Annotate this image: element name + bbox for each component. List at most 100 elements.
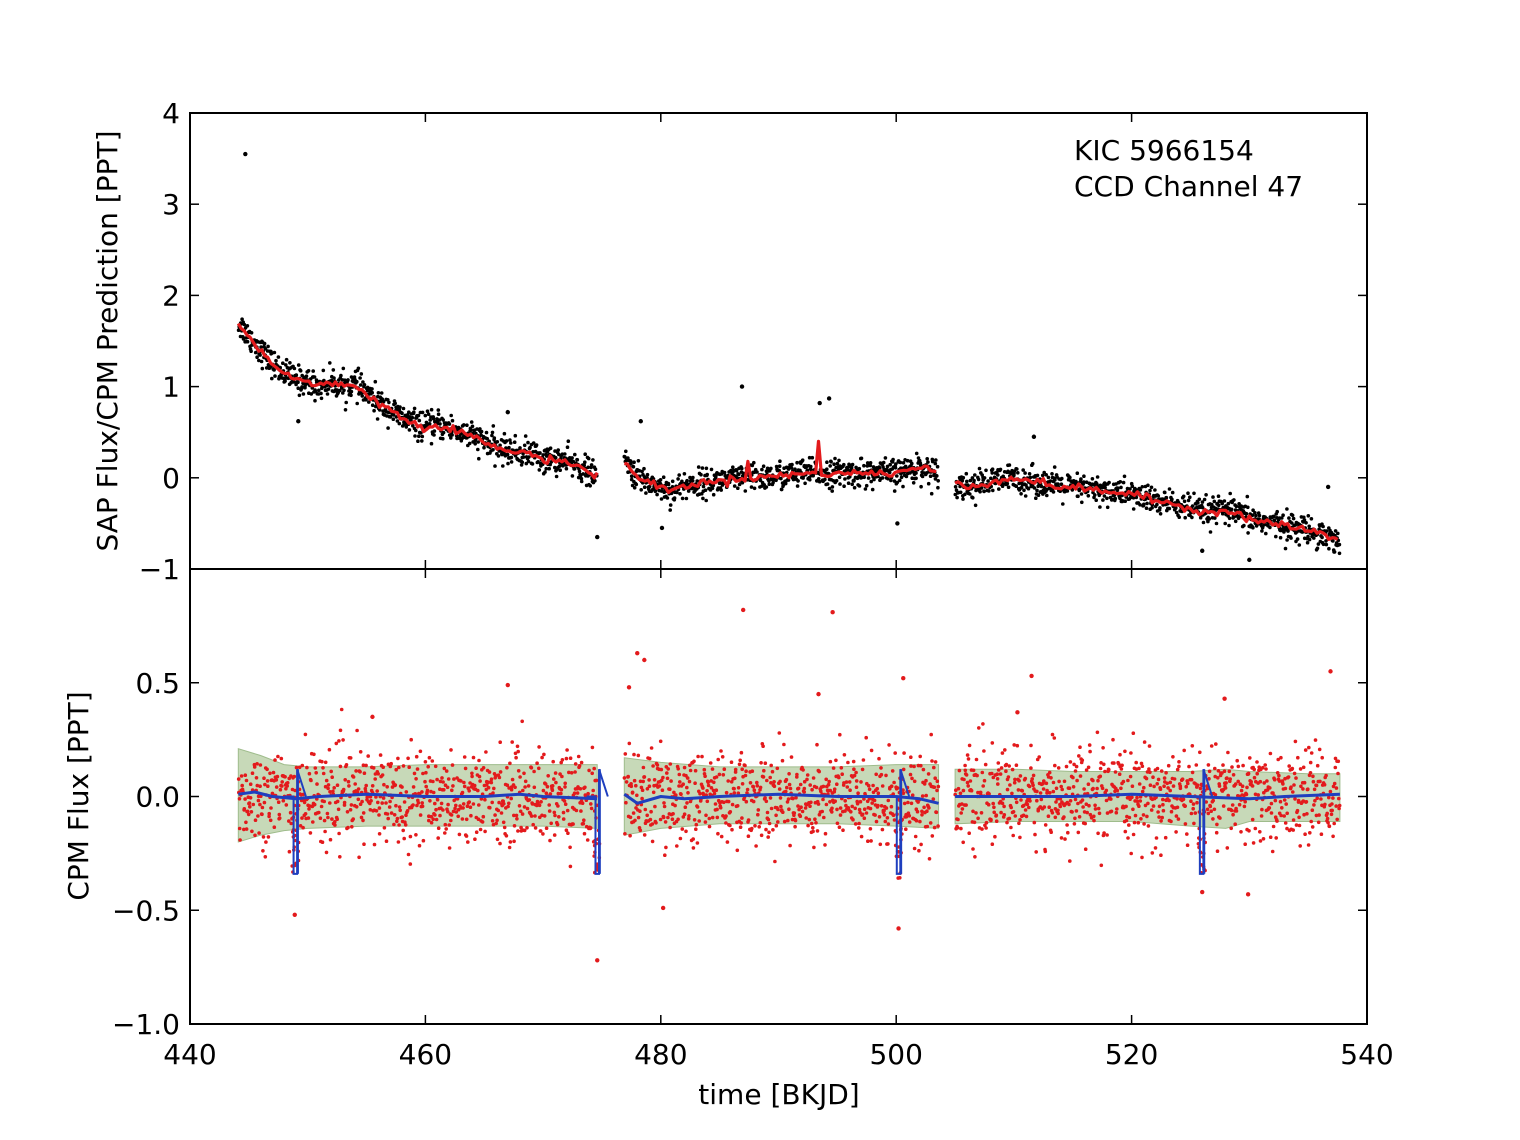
bottom-data-point [443,831,447,835]
top-data-point [370,390,375,395]
top-data-point [684,496,689,501]
bottom-data-point [719,749,723,753]
bottom-data-point [879,804,884,808]
top-data-point [450,418,455,423]
bottom-outlier-point [635,650,640,656]
bottom-data-point [1124,804,1128,809]
bottom-data-point [1143,803,1148,808]
bottom-data-point [1005,820,1009,825]
bottom-data-point [976,816,980,821]
bottom-outlier-point [896,926,901,931]
bottom-data-point [1233,822,1237,826]
bottom-data-point [645,787,650,791]
bottom-data-point [733,776,737,781]
bottom-data-point [431,790,436,795]
bottom-data-point [438,813,442,818]
bottom-data-point [1060,787,1064,792]
bottom-data-point [1248,756,1252,760]
bottom-data-point [1268,786,1272,790]
bottom-data-point [1327,824,1332,829]
bottom-data-point [591,788,595,793]
bottom-data-point [1222,769,1227,773]
top-data-point [1200,505,1205,510]
bottom-data-point [486,780,490,784]
bottom-data-point [360,799,364,804]
bottom-data-point [679,792,683,796]
bottom-data-point [244,820,248,825]
bottom-data-point [838,806,843,810]
bottom-data-point [522,828,527,833]
bottom-data-point [576,785,580,789]
bottom-data-point [687,814,691,818]
bottom-data-point [928,821,933,825]
top-data-point [1082,474,1086,479]
top-data-point [699,472,703,477]
bottom-data-point [784,789,788,794]
bottom-data-point [362,842,366,846]
bottom-data-point [1333,756,1338,761]
bottom-data-point [1149,808,1154,812]
bottom-data-point [1135,795,1139,800]
top-data-point [1321,542,1326,547]
bottom-data-point [686,816,691,821]
bottom-data-point [308,831,313,835]
bottom-data-point [529,766,534,770]
top-data-point [710,486,715,491]
bottom-data-point [562,799,567,803]
bottom-data-point [357,855,361,860]
bottom-outlier-point [816,691,821,697]
top-data-point [916,456,921,460]
bottom-data-point [1269,801,1274,806]
bottom-data-point [1166,763,1171,768]
bottom-data-point [1054,800,1058,804]
bottom-data-point [354,805,359,809]
bottom-data-point [470,771,474,776]
top-data-point [1245,494,1250,499]
top-data-point [1305,540,1310,545]
bottom-data-point [668,825,672,830]
top-data-point [309,392,314,396]
top-data-point [572,467,577,471]
bottom-data-point [1313,798,1317,803]
top-data-point [1307,524,1311,529]
top-data-point [1167,506,1172,511]
top-data-point [837,475,842,480]
bottom-data-point [1136,820,1141,825]
bottom-data-point [1084,768,1089,772]
top-data-point [1204,493,1208,497]
top-data-point [543,470,547,474]
top-data-point [838,482,842,486]
top-data-point [695,479,699,483]
top-data-point [1211,495,1215,499]
bottom-data-point [1271,824,1276,829]
bottom-data-point [423,760,428,764]
bottom-data-point [1127,823,1131,827]
bottom-data-point [1256,793,1260,797]
bottom-data-point [1313,738,1318,742]
bottom-data-point [1155,782,1159,786]
top-data-point [779,476,783,481]
bottom-data-point [709,786,714,790]
top-outlier-point [817,400,822,406]
bottom-data-point [920,813,924,817]
bottom-data-point [1109,809,1114,814]
bottom-data-point [365,795,370,799]
bottom-data-point [1175,767,1180,772]
top-data-point [1309,517,1314,521]
top-data-point [566,439,571,444]
bottom-data-point [1012,743,1016,747]
top-data-point [508,438,512,442]
bottom-data-point [1158,787,1163,791]
bottom-data-point [862,797,866,801]
bottom-data-point [922,805,926,810]
bottom-data-point [966,757,971,761]
bottom-data-point [930,834,935,838]
bottom-data-point [724,790,729,795]
top-data-point [284,357,289,362]
bottom-data-point [447,846,452,850]
bottom-data-point [356,797,361,802]
bottom-data-point [1237,802,1242,807]
bottom-data-point [726,779,730,783]
top-data-point [872,477,876,482]
bottom-data-point [1067,802,1071,807]
